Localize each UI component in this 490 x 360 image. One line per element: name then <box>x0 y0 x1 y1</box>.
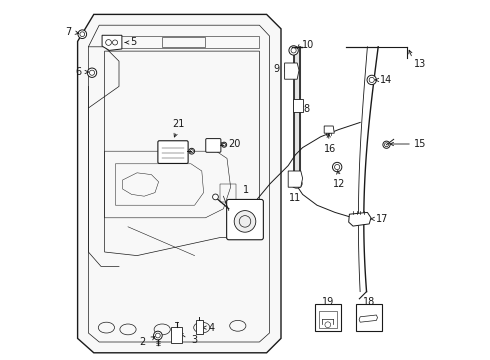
Text: 4: 4 <box>208 323 215 333</box>
Circle shape <box>223 143 225 146</box>
Text: 9: 9 <box>273 64 279 74</box>
Circle shape <box>213 194 219 200</box>
FancyBboxPatch shape <box>227 199 263 240</box>
Text: 7: 7 <box>66 27 72 37</box>
Text: 10: 10 <box>302 40 314 50</box>
Bar <box>293 99 303 112</box>
Text: 6: 6 <box>75 67 81 77</box>
Circle shape <box>90 70 95 75</box>
Text: 2: 2 <box>139 337 146 347</box>
Text: 17: 17 <box>376 214 389 224</box>
Circle shape <box>155 333 160 338</box>
Text: 1: 1 <box>243 185 249 195</box>
Polygon shape <box>77 14 281 353</box>
Circle shape <box>87 68 97 77</box>
Circle shape <box>333 162 342 172</box>
Text: 21: 21 <box>172 118 185 129</box>
Text: 11: 11 <box>289 193 301 203</box>
Bar <box>196 320 203 334</box>
Text: 18: 18 <box>363 297 375 307</box>
Circle shape <box>383 141 390 148</box>
Polygon shape <box>102 35 122 50</box>
Circle shape <box>80 32 85 37</box>
Bar <box>356 304 382 331</box>
Polygon shape <box>285 63 299 79</box>
FancyBboxPatch shape <box>206 139 221 152</box>
Circle shape <box>369 77 374 82</box>
Polygon shape <box>288 171 303 187</box>
Circle shape <box>221 142 227 147</box>
Text: 12: 12 <box>333 179 345 189</box>
Circle shape <box>291 48 296 53</box>
Circle shape <box>385 143 389 147</box>
Circle shape <box>78 30 87 39</box>
Text: 20: 20 <box>228 139 241 149</box>
Text: 15: 15 <box>414 139 426 149</box>
Text: 5: 5 <box>130 37 137 48</box>
Text: 19: 19 <box>322 297 334 307</box>
Circle shape <box>190 150 193 153</box>
Circle shape <box>335 165 340 170</box>
FancyBboxPatch shape <box>158 141 188 163</box>
Text: 16: 16 <box>324 144 336 154</box>
Bar <box>162 37 205 47</box>
Circle shape <box>234 211 256 232</box>
Circle shape <box>367 75 376 85</box>
Text: 14: 14 <box>380 75 392 85</box>
Circle shape <box>289 46 298 55</box>
Circle shape <box>189 148 195 154</box>
Text: 8: 8 <box>304 104 310 114</box>
Bar <box>242 218 259 238</box>
Text: 3: 3 <box>192 335 198 345</box>
Polygon shape <box>324 126 334 133</box>
Circle shape <box>153 331 162 340</box>
Bar <box>171 327 182 343</box>
Bar <box>319 311 337 328</box>
Text: 13: 13 <box>414 59 426 69</box>
Bar <box>315 304 341 331</box>
Ellipse shape <box>291 179 302 188</box>
Polygon shape <box>349 212 371 226</box>
Bar <box>220 184 236 202</box>
